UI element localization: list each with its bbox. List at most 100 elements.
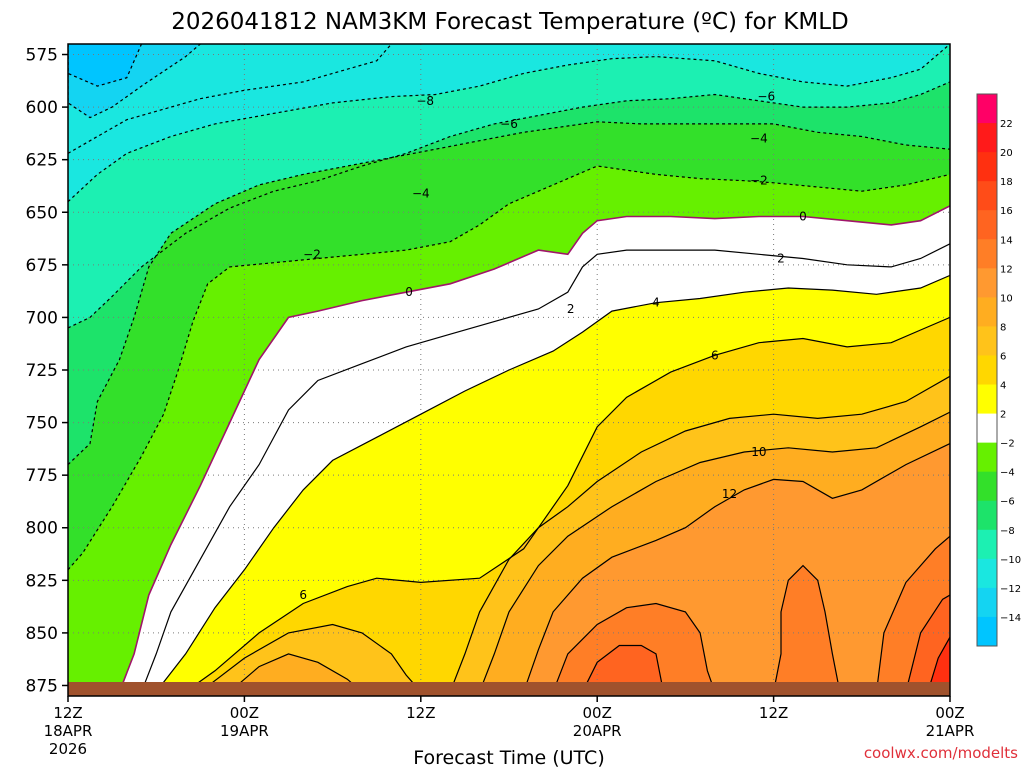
contour-label: 2 [567, 302, 575, 316]
contour-line [68, 44, 392, 154]
contour-line [905, 594, 950, 692]
fill-blob [582, 645, 664, 692]
colorbar-tick-label: 16 [1000, 206, 1013, 217]
y-tick-label: 825 [26, 571, 58, 591]
colorbar-swatch [977, 326, 997, 356]
colorbar-swatch [977, 181, 997, 211]
colorbar-swatch [977, 123, 997, 153]
x-tick-label: 12Z [759, 704, 788, 722]
contour-line [581, 644, 664, 693]
y-axis: 575 600 625 650 675 700 725 750 775 800 825 850 875 [26, 46, 68, 696]
colorbar-tick-label: 8 [1000, 322, 1006, 333]
colorbar-tick-label: 6 [1000, 352, 1006, 363]
x-tick-label: 12Z [406, 704, 435, 722]
colorbar-frame [976, 93, 998, 647]
contour-label: 0 [799, 209, 807, 223]
y-tick-label: 700 [26, 308, 58, 328]
colorbar-tick-label: 4 [1000, 381, 1006, 392]
contour-line [140, 243, 950, 693]
fill-region [68, 625, 108, 690]
colorbar-swatch [977, 210, 997, 240]
x-tick-label: 12Z [53, 704, 82, 722]
contour-line [449, 375, 950, 693]
x-tick-label: 20APR [573, 722, 622, 740]
colorbar-tick-label: −6 [1000, 497, 1015, 508]
x-tick-label: 00Z [583, 704, 612, 722]
colorbar-swatch [977, 471, 997, 502]
contour-line [773, 564, 841, 692]
contour-label: −6 [500, 117, 518, 131]
credit-text: coolwx.com/modelts [864, 744, 1018, 762]
x-tick-label: 18APR [44, 722, 93, 740]
colorbar-tick-label: 20 [1000, 148, 1013, 159]
y-tick-label: 800 [26, 519, 58, 539]
colorbar-swatch [977, 239, 997, 269]
colorbar-swatch [977, 355, 997, 386]
contour-label: 6 [711, 348, 719, 362]
plot-area: −8 −6 −6 −4 −4 −2 −2 0 0 2 2 4 6 6 10 12 [67, 43, 951, 697]
colorbar-swatch [977, 152, 997, 182]
contour-label: −6 [757, 90, 775, 104]
contour-line [68, 44, 950, 203]
x-axis-label: Forecast Time (UTC) [413, 747, 604, 768]
contour-line [68, 81, 950, 329]
contour-label: −4 [412, 186, 430, 200]
colorbar-tick-label: −10 [1000, 555, 1021, 566]
colorbar-swatch [977, 587, 997, 618]
y-tick-label: 625 [26, 151, 58, 171]
x-tick-label: 19APR [220, 722, 269, 740]
x-tick-label: 00Z [230, 704, 259, 722]
colorbar-swatch [977, 297, 997, 327]
colorbar-tick-label: −2 [1000, 439, 1015, 450]
contour-line [875, 535, 950, 692]
y-tick-label: 725 [26, 361, 58, 381]
terrain-ground [68, 682, 950, 696]
colorbar-tick-label: 12 [1000, 264, 1013, 275]
contour-line [68, 44, 143, 87]
contour-label: 2 [777, 252, 785, 266]
y-tick-label: 650 [26, 203, 58, 223]
contour-line [199, 623, 422, 693]
y-tick-label: 850 [26, 624, 58, 644]
temperature-fill-layer [68, 44, 950, 696]
contour-line [927, 636, 950, 692]
contour-line [552, 602, 716, 693]
y-tick-label: 600 [26, 98, 58, 118]
colorbar-tick-label: 2 [1000, 410, 1006, 421]
fill-region [927, 637, 950, 696]
contour-label: 10 [751, 445, 766, 459]
colorbar-swatch [977, 413, 997, 444]
x-tick-label: 00Z [935, 704, 964, 722]
y-tick-label: 575 [26, 46, 58, 66]
contour-label: −8 [416, 94, 434, 108]
colorbar-tick-label: 22 [1000, 119, 1013, 130]
contour-line [118, 205, 950, 693]
y-tick-label: 875 [26, 676, 58, 696]
contour-label: 0 [405, 285, 413, 299]
contour-layer [68, 44, 950, 693]
y-tick-label: 775 [26, 466, 58, 486]
colorbar-tick-label: 14 [1000, 235, 1013, 246]
colorbar-swatch [977, 94, 997, 124]
chart-title: 2026041812 NAM3KM Forecast Temperature (… [171, 9, 848, 35]
colorbar-swatch [977, 384, 997, 415]
colorbar-tick-label: −14 [1000, 613, 1021, 624]
contour-line [185, 316, 950, 693]
colorbar-swatch [977, 442, 997, 473]
colorbar-swatch [977, 616, 997, 647]
contour-label: −2 [303, 247, 321, 261]
colorbar-tick-label: −12 [1000, 584, 1021, 595]
contour-label: 6 [299, 588, 307, 602]
contour-label: 4 [652, 296, 660, 310]
colorbar-swatch [977, 558, 997, 589]
contour-label: 12 [722, 487, 737, 501]
contour-line [479, 411, 950, 693]
contour-line [229, 653, 363, 693]
colorbar-tick-label: 10 [1000, 293, 1013, 304]
contour-label: −4 [750, 132, 768, 146]
fill-blob [773, 565, 840, 692]
x-tick-label: 2026 [49, 740, 87, 758]
colorbar-tick-label: −8 [1000, 526, 1015, 537]
